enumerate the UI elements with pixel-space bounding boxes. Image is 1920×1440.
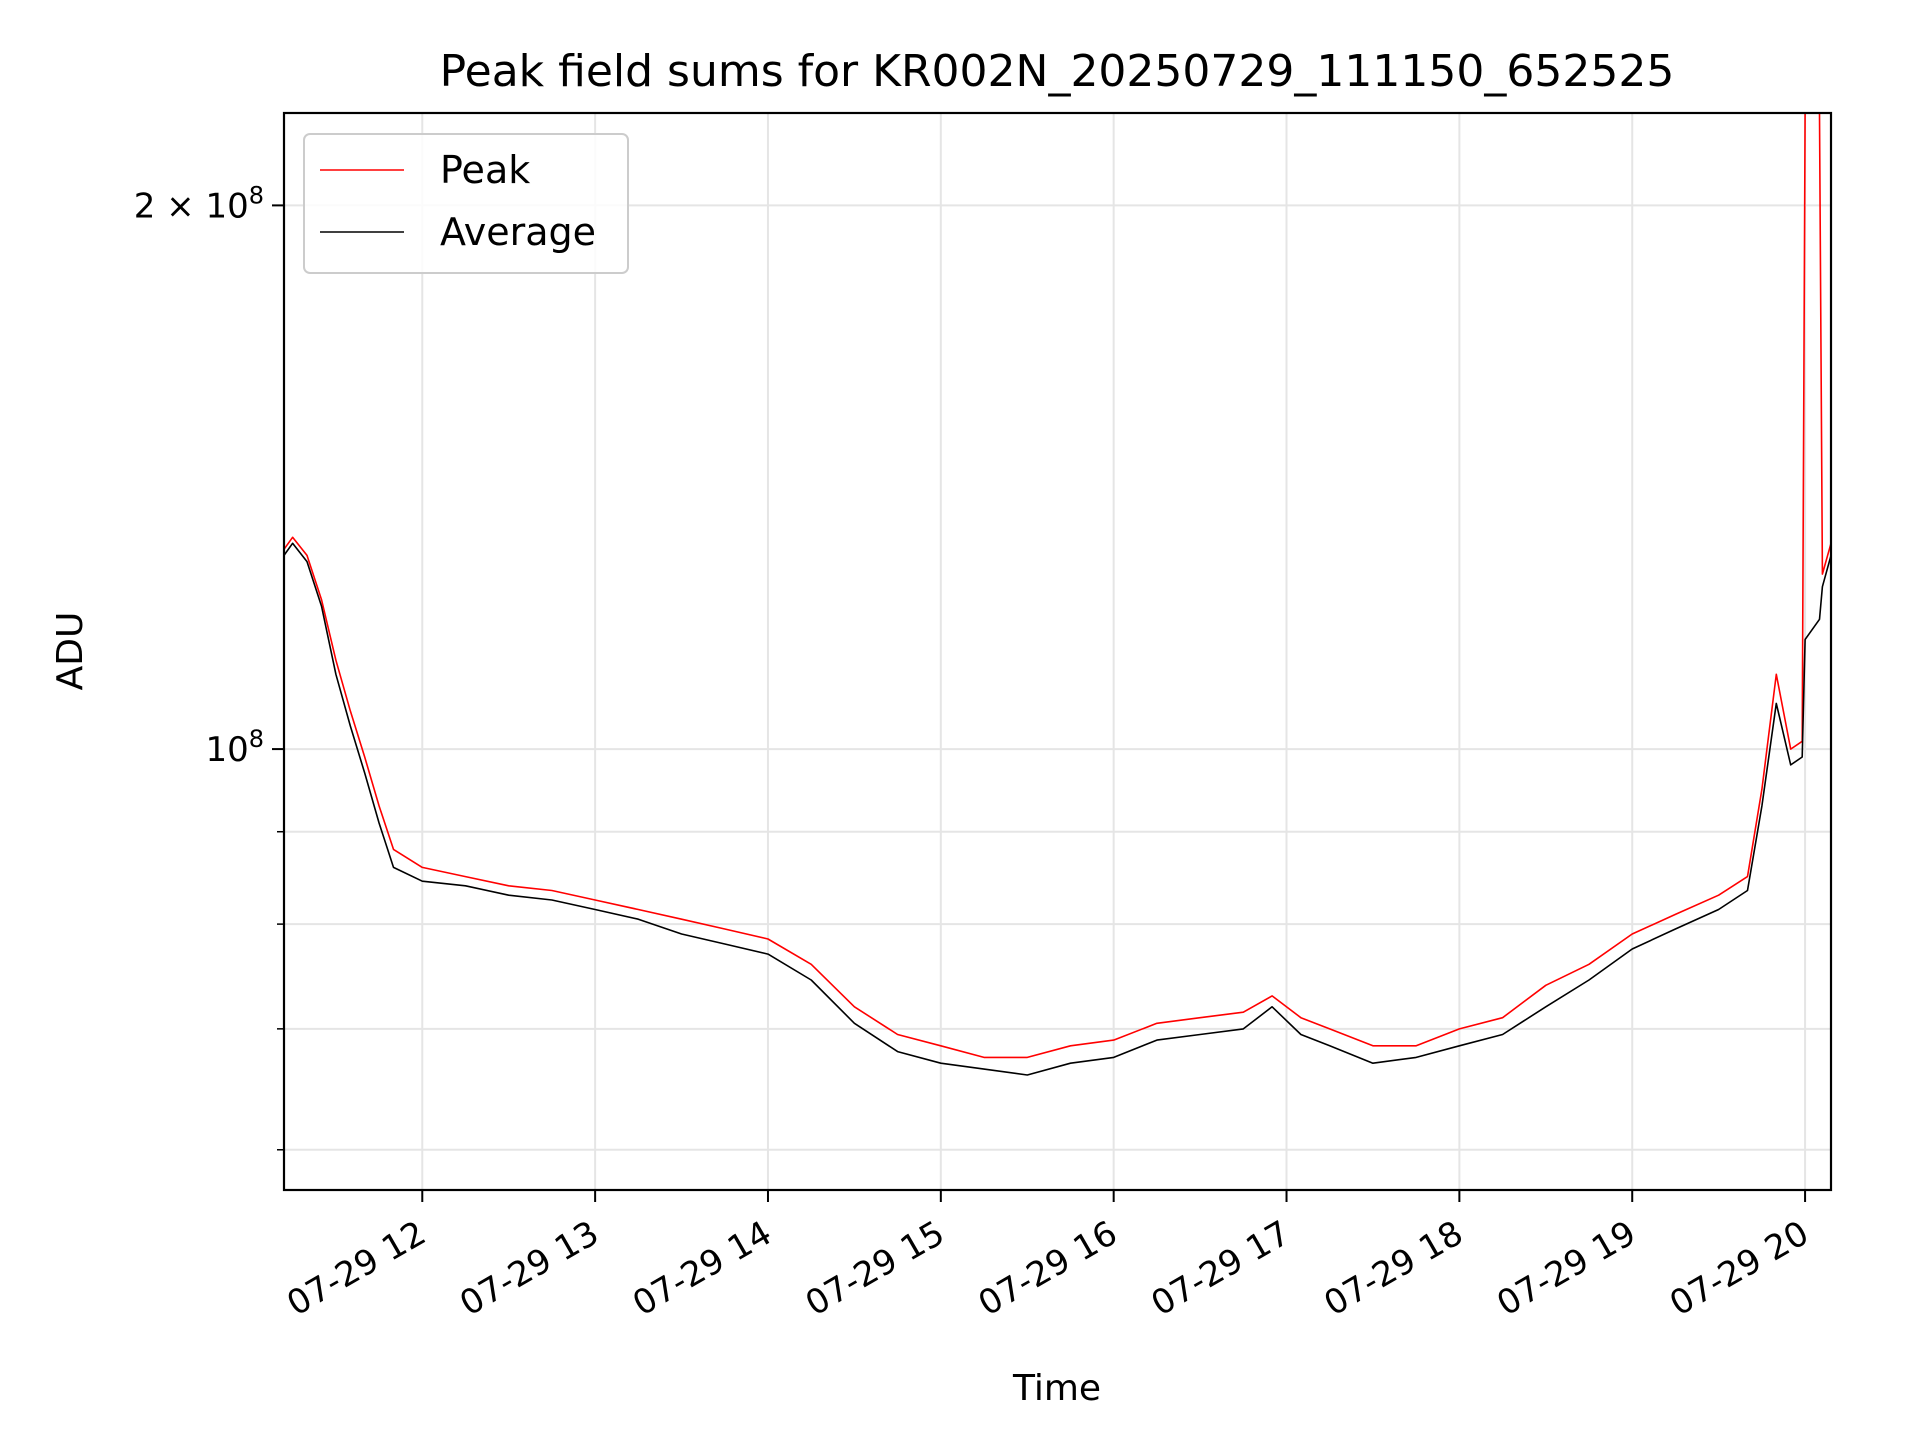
legend-label-average: Average bbox=[440, 210, 596, 254]
y-axis: 108 2 × 108 bbox=[134, 181, 284, 1151]
grid-layer bbox=[284, 113, 1831, 1190]
series-layer bbox=[283, 112, 1832, 1076]
plot-area bbox=[282, 111, 1833, 1192]
chart-title: Peak field sums for KR002N_20250729_1111… bbox=[440, 46, 1675, 97]
series-line-average bbox=[283, 542, 1832, 1076]
series-line-peak bbox=[283, 112, 1832, 1059]
legend-box bbox=[303, 133, 629, 274]
y-tick-label: 2 × 108 bbox=[134, 181, 264, 226]
x-axis-label: Time bbox=[1012, 1368, 1101, 1409]
legend-label-peak: Peak bbox=[440, 148, 530, 192]
y-axis-label: ADU bbox=[50, 612, 91, 691]
y-tick-label: 108 bbox=[205, 725, 264, 770]
plot-frame bbox=[282, 111, 1833, 1192]
legend: Peak Average bbox=[303, 133, 629, 274]
